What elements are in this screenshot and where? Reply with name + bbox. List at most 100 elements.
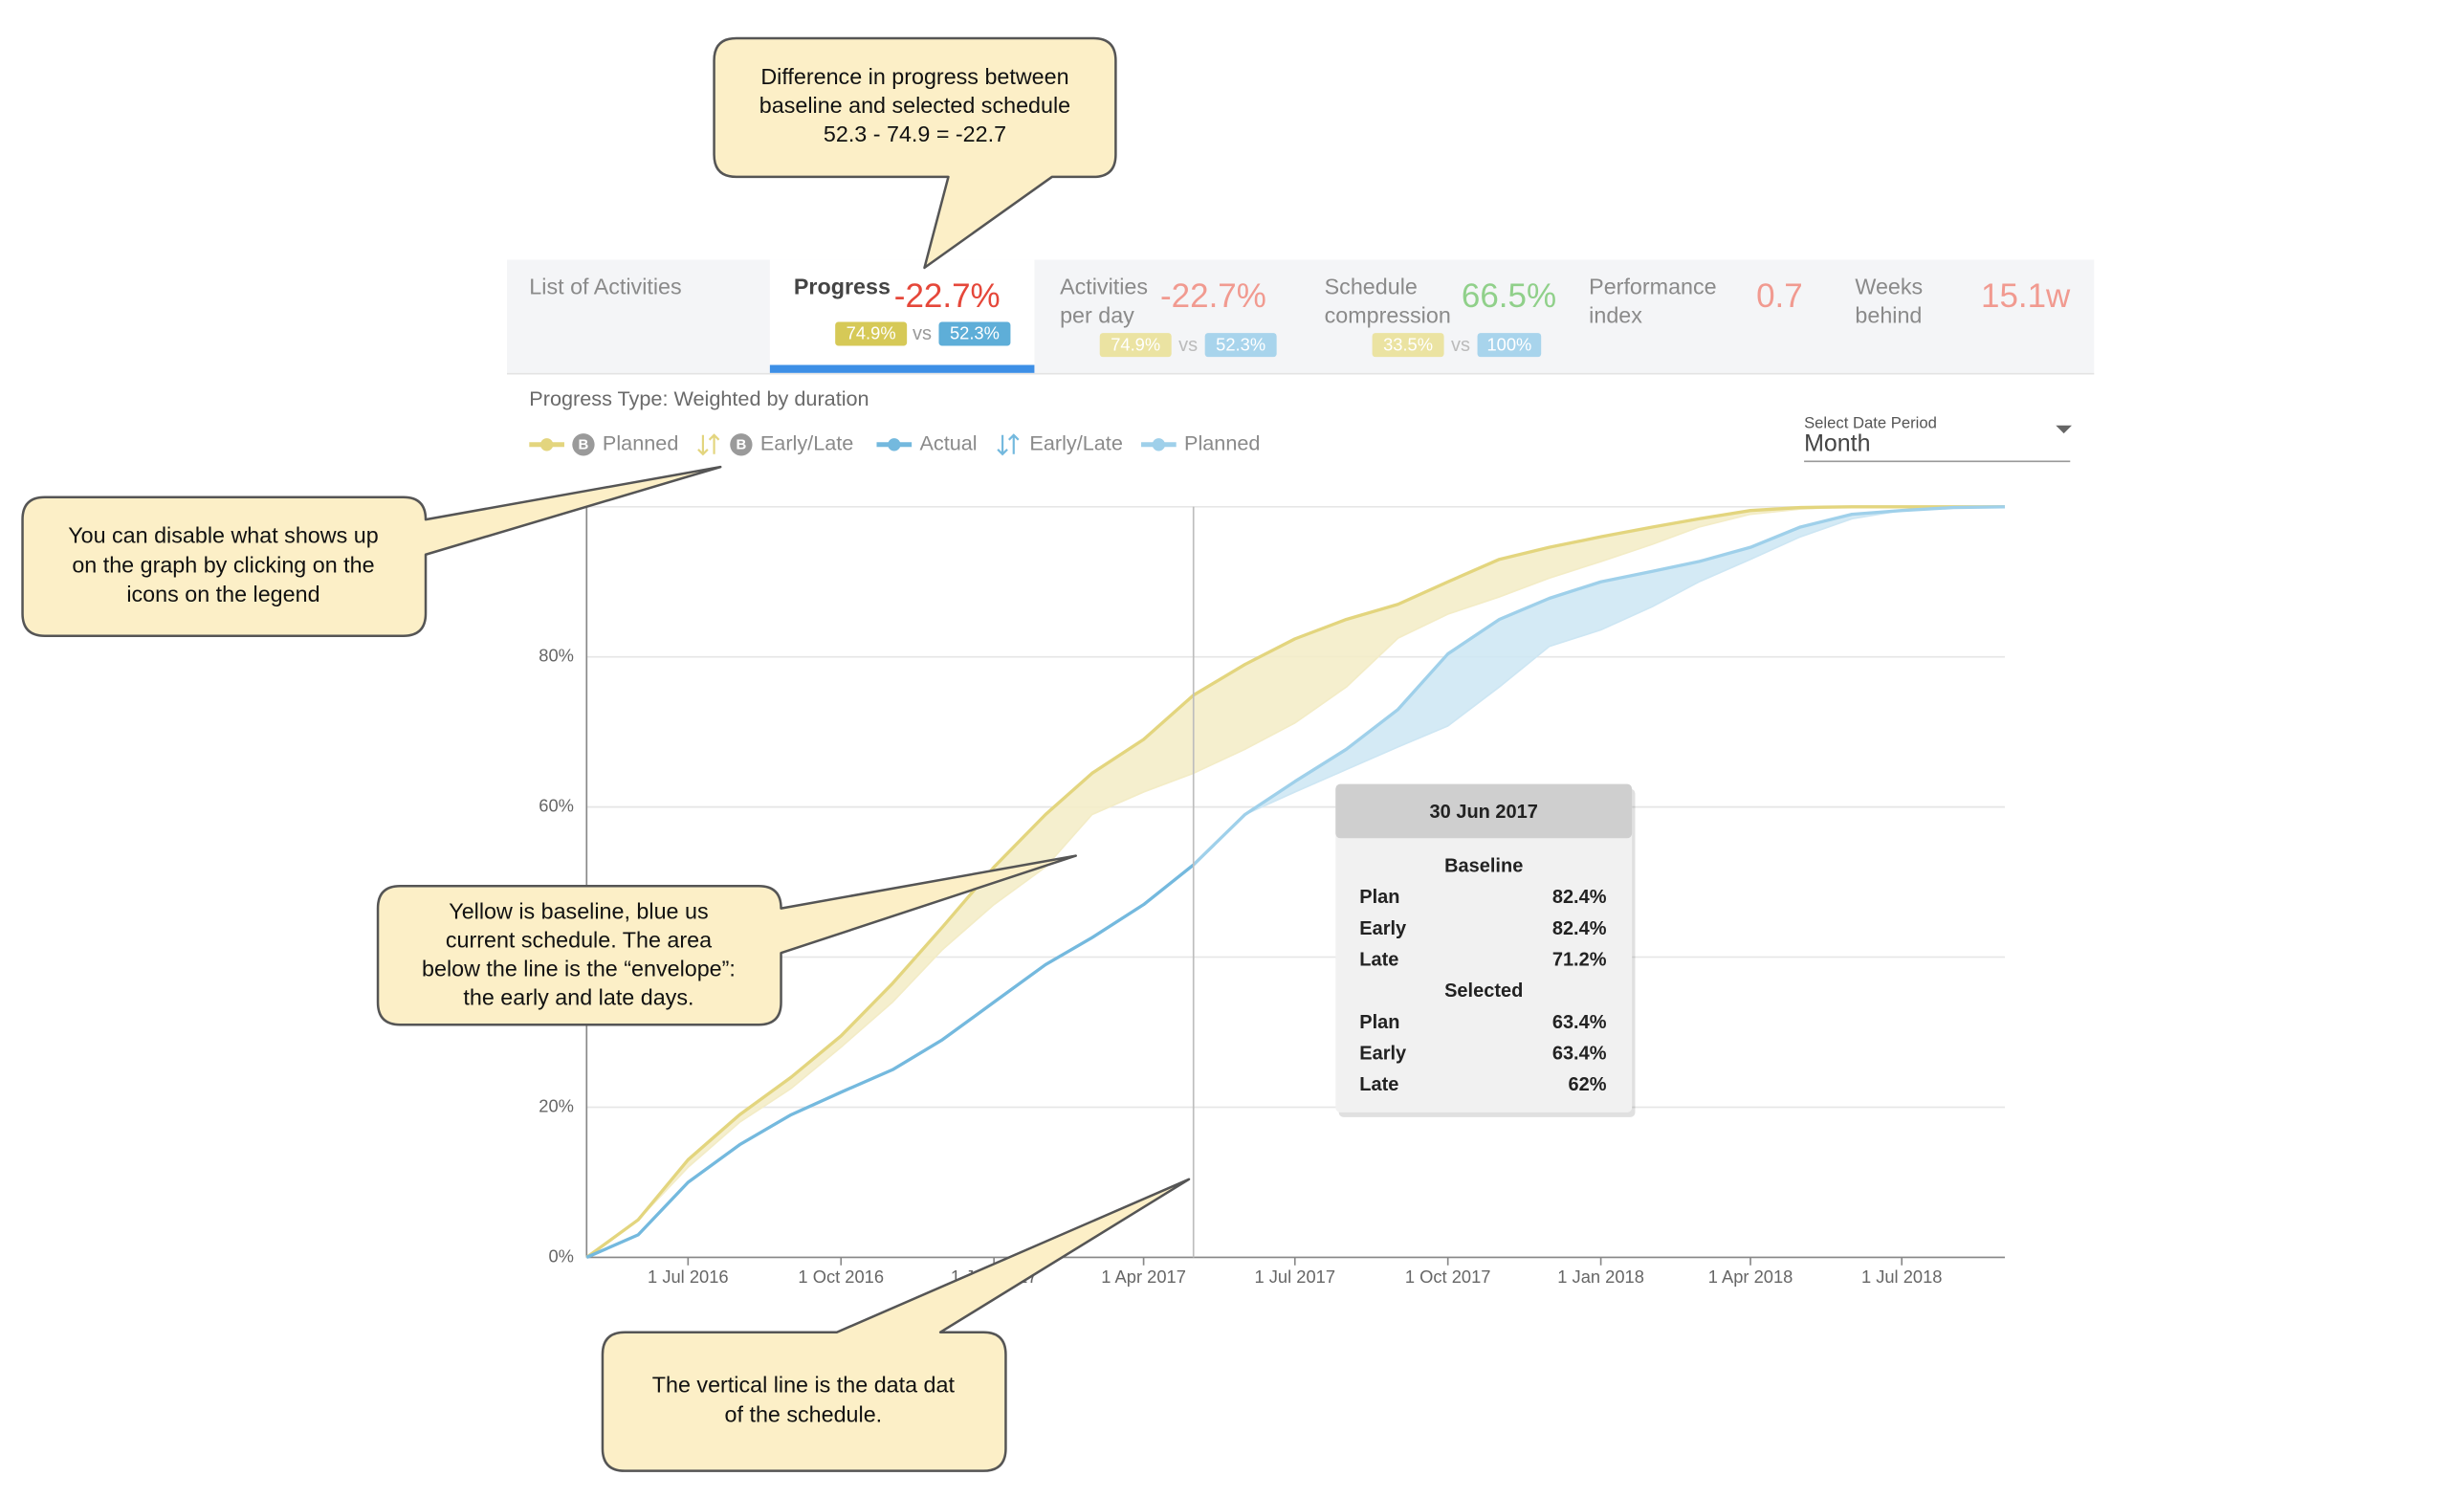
select-label: Select Date Period [1804,414,1937,432]
legend-badge [730,433,753,456]
callout-text: 52.3 - 74.9 = -22.7 [824,121,1006,146]
tooltip-row-value: 63.4% [1552,1043,1607,1064]
tab-active-bg [769,259,1035,373]
callout-text: The vertical line is the data dat [652,1373,956,1398]
tooltip-row-value: 62% [1569,1074,1607,1095]
series-line [585,863,1195,1259]
legend-item[interactable]: B Planned [529,431,678,456]
tooltip-row-value: 71.2% [1552,950,1607,971]
tooltip-section: Selected [1444,980,1523,1002]
tab[interactable]: Progress -22.7% 74.9% vs 52.3% [769,259,1035,373]
y-tick-label: 80% [539,646,574,666]
badge-text: 52.3% [950,323,1000,343]
legend-item[interactable]: Planned [1141,431,1260,455]
x-tick-label: 1 Apr 2018 [1708,1267,1793,1287]
tab-label: Performance [1589,275,1716,299]
tab[interactable]: Schedule compression 66.5% 33.5% vs 100% [1325,275,1556,358]
tab[interactable]: Performance index 0.7 [1589,275,1803,328]
x-tick-label: 1 Oct 2016 [798,1267,884,1287]
tooltip-row-label: Late [1359,1074,1398,1095]
series-line [585,505,2005,1259]
legend-badge-text: B [736,437,746,453]
callout-text: baseline and selected schedule [759,93,1070,118]
tab-label: index [1589,303,1642,328]
y-tick-label: 20% [539,1095,574,1115]
legend-badge [572,433,595,456]
tab-label: Progress [794,275,891,299]
tooltip-body [1335,783,1633,1112]
tab[interactable]: List of Activities [529,275,681,299]
legend-label: Early/Late [760,431,853,455]
legend-label: Early/Late [1029,431,1122,455]
legend-label: Planned [1184,431,1260,455]
callout-bubble [713,36,1117,270]
x-tick-label: 1 Jan 2018 [1557,1267,1644,1287]
callout-text: of the schedule. [725,1401,883,1426]
tab-underline [769,364,1035,373]
badge-text: 74.9% [847,323,896,343]
vs: vs [1178,335,1198,356]
callout-bubble [376,854,1077,1026]
callout-text: Yellow is baseline, blue us [449,899,708,924]
callout: Difference in progress between baseline a… [713,36,1117,270]
tab-label: Weeks [1855,275,1923,299]
callout-text: Difference in progress between [760,64,1068,89]
dropdown-arrow [2056,425,2072,434]
x-tick-label: 1 Apr 2017 [1101,1267,1186,1287]
badge [1204,333,1277,358]
legend: B Planned B Early/Late Actual Early/Late Plann… [529,431,1260,456]
tab-value: 0.7 [1756,277,1803,315]
series-line [1192,505,2006,867]
tab[interactable]: Activities per day -22.7% 74.9% vs 52.3% [1060,275,1277,358]
tooltip: 30 Jun 2017 Baseline Plan 82.4% Early 82.4% La… [1335,783,1636,1117]
tooltip-row-label: Late [1359,950,1398,971]
callout-text: on the graph by clicking on the [72,552,374,577]
badge [1099,333,1172,358]
x-tick-label: 1 Jul 2016 [648,1267,729,1287]
tooltip-header [1335,783,1633,839]
callout-text: icons on the legend [126,582,319,606]
tab-value: -22.7% [894,277,1001,315]
badge-text: 74.9% [1111,334,1160,354]
tab-label: Schedule [1325,275,1418,299]
x-tick-label: 1 Jul 2018 [1861,1267,1943,1287]
x-tick-label: 1 Oct 2017 [1405,1267,1491,1287]
tab-label: behind [1855,303,1922,328]
tooltip-row-value: 63.4% [1552,1012,1607,1033]
badge-text: 52.3% [1216,334,1265,354]
tooltip-row-value: 82.4% [1552,918,1607,939]
tooltip-row-label: Early [1359,1043,1406,1064]
badge-text: 33.5% [1383,334,1433,354]
legend-item[interactable]: Actual [876,431,978,455]
tooltip-section: Baseline [1444,856,1523,877]
badge [1372,333,1444,358]
tooltip-row-label: Plan [1359,887,1399,908]
callout-bubble [601,1178,1191,1472]
badge-text: 100% [1486,334,1531,354]
callouts: Difference in progress between baseline a… [21,36,1191,1472]
tab-value: -22.7% [1160,277,1266,315]
vs: vs [913,323,932,344]
tooltip-row-label: Plan [1359,1012,1399,1033]
y-tick-label: 0% [548,1245,573,1266]
legend-item[interactable]: Early/Late [997,431,1123,456]
date-period-select[interactable]: Select Date Period Month [1804,414,2072,463]
callout-text: current schedule. The area [446,928,712,953]
legend-item[interactable]: B Early/Late [697,431,853,456]
tab[interactable]: Weeks behind 15.1w [1855,275,2071,328]
callout-text: the early and late days. [463,985,693,1010]
tab-value: 66.5% [1462,277,1556,315]
callout-text: below the line is the “envelope”: [422,957,736,981]
legend-dot [1152,438,1166,452]
tab-value: 15.1w [1981,277,2071,315]
badge [835,321,908,346]
legend-arrows [997,433,1020,456]
callout: Yellow is baseline, blue us current sched… [376,854,1077,1026]
progress-type: Progress Type: Weighted by duration [529,386,869,410]
callout-text: You can disable what shows up [68,523,378,548]
callout: The vertical line is the data dat of the … [601,1178,1191,1472]
tooltip-row-label: Early [1359,918,1406,939]
x-tick-label: 1 Jul 2017 [1255,1267,1336,1287]
tab-label: Activities [1060,275,1148,299]
